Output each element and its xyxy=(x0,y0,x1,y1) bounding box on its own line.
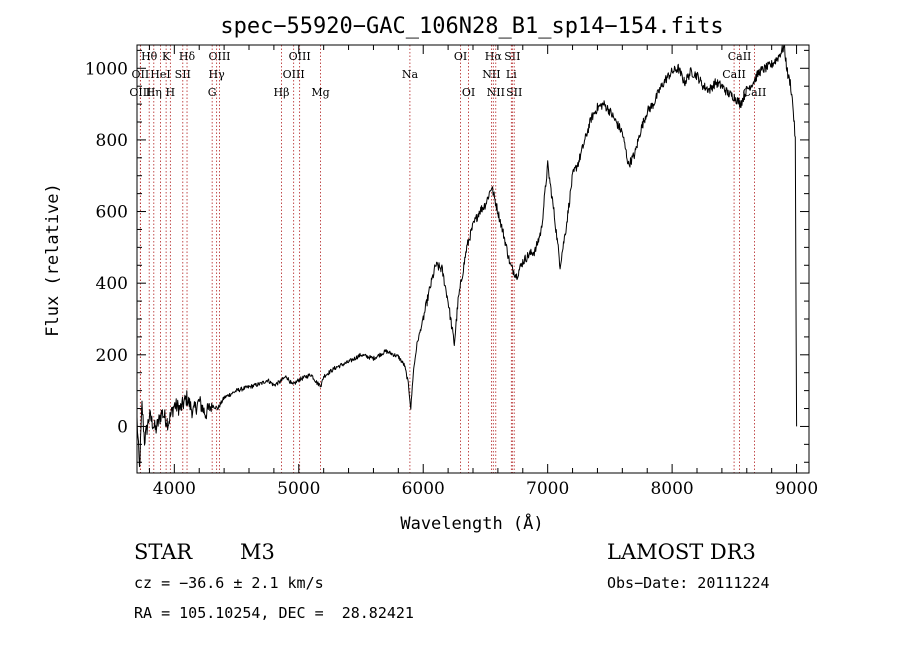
line-label: Li xyxy=(506,68,517,81)
survey-label: LAMOST DR3 xyxy=(607,540,756,564)
x-axis-title: Wavelength (Å) xyxy=(400,512,543,534)
y-tick-label: 200 xyxy=(96,346,128,366)
y-tick-label: 800 xyxy=(96,131,128,151)
line-label: Hη xyxy=(146,86,162,99)
line-label: Mg xyxy=(311,86,329,99)
line-label: Hγ xyxy=(209,68,226,81)
line-label: Na xyxy=(402,68,419,81)
line-label: H xyxy=(166,86,176,99)
chart-title: spec−55920−GAC_106N28_B1_sp14−154.fits xyxy=(220,14,723,39)
y-tick-label: 1000 xyxy=(85,59,128,79)
line-label: G xyxy=(208,86,217,99)
line-label: K xyxy=(162,50,171,63)
line-label: OIII xyxy=(129,86,151,99)
axis-ticks: 4000 5000 6000 7000 8000 9000 0 200 400 600 800 100… xyxy=(85,45,818,499)
x-tick-label: 8000 xyxy=(650,479,693,499)
line-label: CaII xyxy=(722,68,746,81)
line-label: Hβ xyxy=(274,86,290,99)
line-label: OI xyxy=(462,86,475,99)
line-label: SII xyxy=(506,86,522,99)
subclass: M3 xyxy=(240,540,275,564)
line-label: HeI xyxy=(150,68,170,81)
line-label: OIII xyxy=(289,50,311,63)
y-tick-label: 400 xyxy=(96,274,128,294)
line-label: CaII xyxy=(743,86,767,99)
line-label: SII xyxy=(175,68,191,81)
redshift-line: cz = −36.6 ± 2.1 km/s xyxy=(134,574,324,592)
plot-frame xyxy=(136,44,810,474)
y-tick-label: 0 xyxy=(117,417,128,437)
y-tick-label: 600 xyxy=(96,203,128,223)
obs-date: Obs−Date: 20111224 xyxy=(607,574,770,592)
line-label: OIII xyxy=(283,68,305,81)
line-label: Hδ xyxy=(179,50,196,63)
x-tick-label: 7000 xyxy=(526,479,569,499)
line-label: NII xyxy=(482,68,500,81)
line-label: SII xyxy=(504,50,520,63)
x-tick-label: 4000 xyxy=(153,479,196,499)
x-tick-label: 9000 xyxy=(775,479,818,499)
y-axis-title: Flux (relative) xyxy=(43,183,63,337)
x-tick-label: 6000 xyxy=(402,479,445,499)
object-class: STAR xyxy=(134,540,193,564)
coordinates: RA = 105.10254, DEC = 28.82421 xyxy=(134,604,414,622)
x-tick-label: 5000 xyxy=(277,479,320,499)
line-label: NII xyxy=(487,86,505,99)
line-label: CaII xyxy=(728,50,752,63)
spectrum-series xyxy=(136,45,798,468)
line-label: Hα xyxy=(485,50,503,63)
line-label: Hθ xyxy=(141,50,158,63)
line-label: OIII xyxy=(208,50,230,63)
spectrum-line xyxy=(136,45,798,468)
line-label: OI xyxy=(454,50,467,63)
